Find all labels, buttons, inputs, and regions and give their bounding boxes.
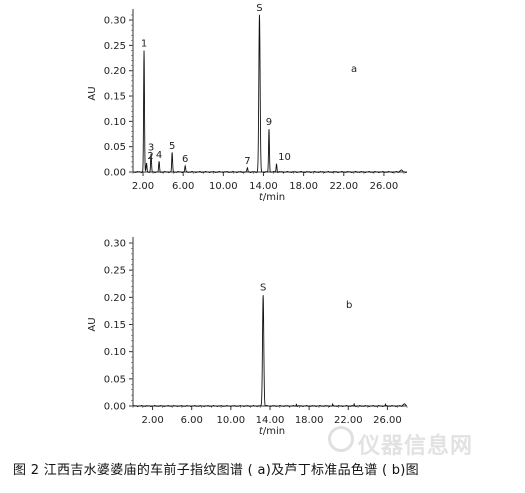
x-axis-title-variable: t [259, 426, 264, 437]
x-tick-label: 14.00 [249, 181, 278, 192]
panel-label: a [351, 64, 357, 75]
x-tick-label: 26.00 [370, 181, 399, 192]
x-axis-title-unit: /min [263, 192, 285, 203]
x-tick-label: 10.00 [209, 181, 238, 192]
chromatogram-trace [133, 295, 407, 407]
x-tick-label: 14.00 [256, 415, 285, 426]
y-tick-label: 0.00 [104, 402, 126, 413]
x-axis-title-unit: /min [263, 426, 285, 437]
y-tick-label: 0.05 [104, 374, 126, 385]
x-tick-label: 2.00 [141, 415, 163, 426]
peak-label: S [256, 3, 262, 14]
y-tick-label: 0.25 [104, 41, 126, 52]
y-tick-label: 0.30 [104, 239, 126, 250]
peak-label: 4 [156, 150, 162, 161]
x-tick-label: 18.00 [289, 181, 318, 192]
chromatogram-panel-a: 0.00 0.05 0.10 0.15 0.20 0.25 0.30 2.00 6.00 10.0… [87, 3, 407, 203]
x-tick-label: 22.00 [334, 415, 363, 426]
figure-caption: 图 2 江西吉水婆婆庙的车前子指纹图谱 ( a)及芦丁标准品色谱 ( b)图 [13, 463, 419, 478]
peak-label: 2 [147, 151, 153, 162]
peak-label: 10 [278, 152, 291, 163]
y-tick-label: 0.25 [104, 266, 126, 277]
y-axis-title: AU [87, 317, 98, 331]
peak-label: 3 [148, 142, 154, 153]
chromatogram-panel-b: 0.00 0.05 0.10 0.15 0.20 0.25 0.30 2.00 6.00 10.0… [87, 237, 408, 437]
x-axis-title: t/min [259, 426, 285, 437]
peak-label: 1 [141, 38, 147, 49]
peak-label: 7 [244, 156, 250, 167]
y-tick-label: 0.20 [104, 293, 126, 304]
y-tick-label: 0.05 [104, 142, 126, 153]
y-tick-label: 0.10 [104, 347, 126, 358]
y-tick-label: 0.10 [104, 117, 126, 128]
peak-label: 5 [169, 141, 175, 152]
peak-label: 6 [182, 154, 188, 165]
x-tick-label: 26.00 [373, 415, 402, 426]
watermark: 仪器信息网 [358, 434, 474, 459]
y-tick-label: 0.20 [104, 66, 126, 77]
y-tick-label: 0.15 [104, 320, 126, 331]
x-axis-title-variable: t [259, 192, 264, 203]
peak-label: S [260, 283, 266, 294]
x-tick-label: 18.00 [295, 415, 324, 426]
y-tick-label: 0.00 [104, 168, 126, 179]
panel-label: b [346, 300, 352, 311]
y-tick-label: 0.30 [104, 16, 126, 27]
x-tick-label: 6.00 [172, 181, 194, 192]
x-tick-label: 2.00 [132, 181, 154, 192]
x-tick-label: 10.00 [217, 415, 246, 426]
x-axis-title: t/min [259, 192, 285, 203]
watermark-logo-icon [328, 426, 354, 452]
x-tick-label: 22.00 [329, 181, 358, 192]
chromatogram-trace [133, 14, 407, 174]
x-tick-label: 6.00 [181, 415, 203, 426]
y-tick-label: 0.15 [104, 92, 126, 103]
peak-label: 9 [266, 117, 272, 128]
y-axis-title: AU [87, 86, 98, 100]
